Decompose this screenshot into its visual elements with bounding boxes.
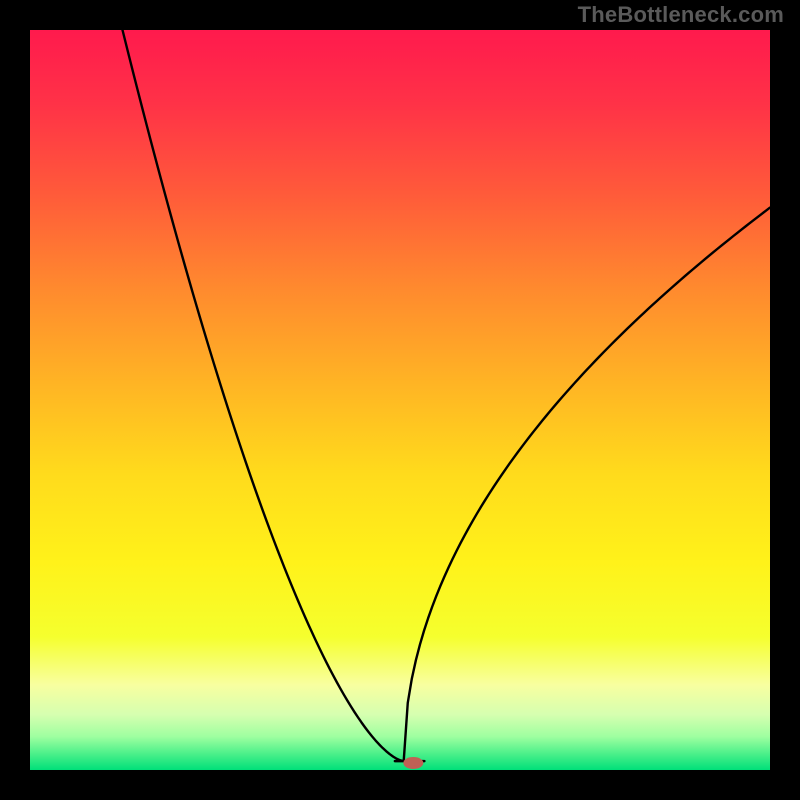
chart-frame: TheBottleneck.com [0,0,800,800]
watermark-text: TheBottleneck.com [578,2,784,28]
gradient-background [30,30,770,770]
bottleneck-chart [0,0,800,800]
vertex-marker [403,757,423,769]
